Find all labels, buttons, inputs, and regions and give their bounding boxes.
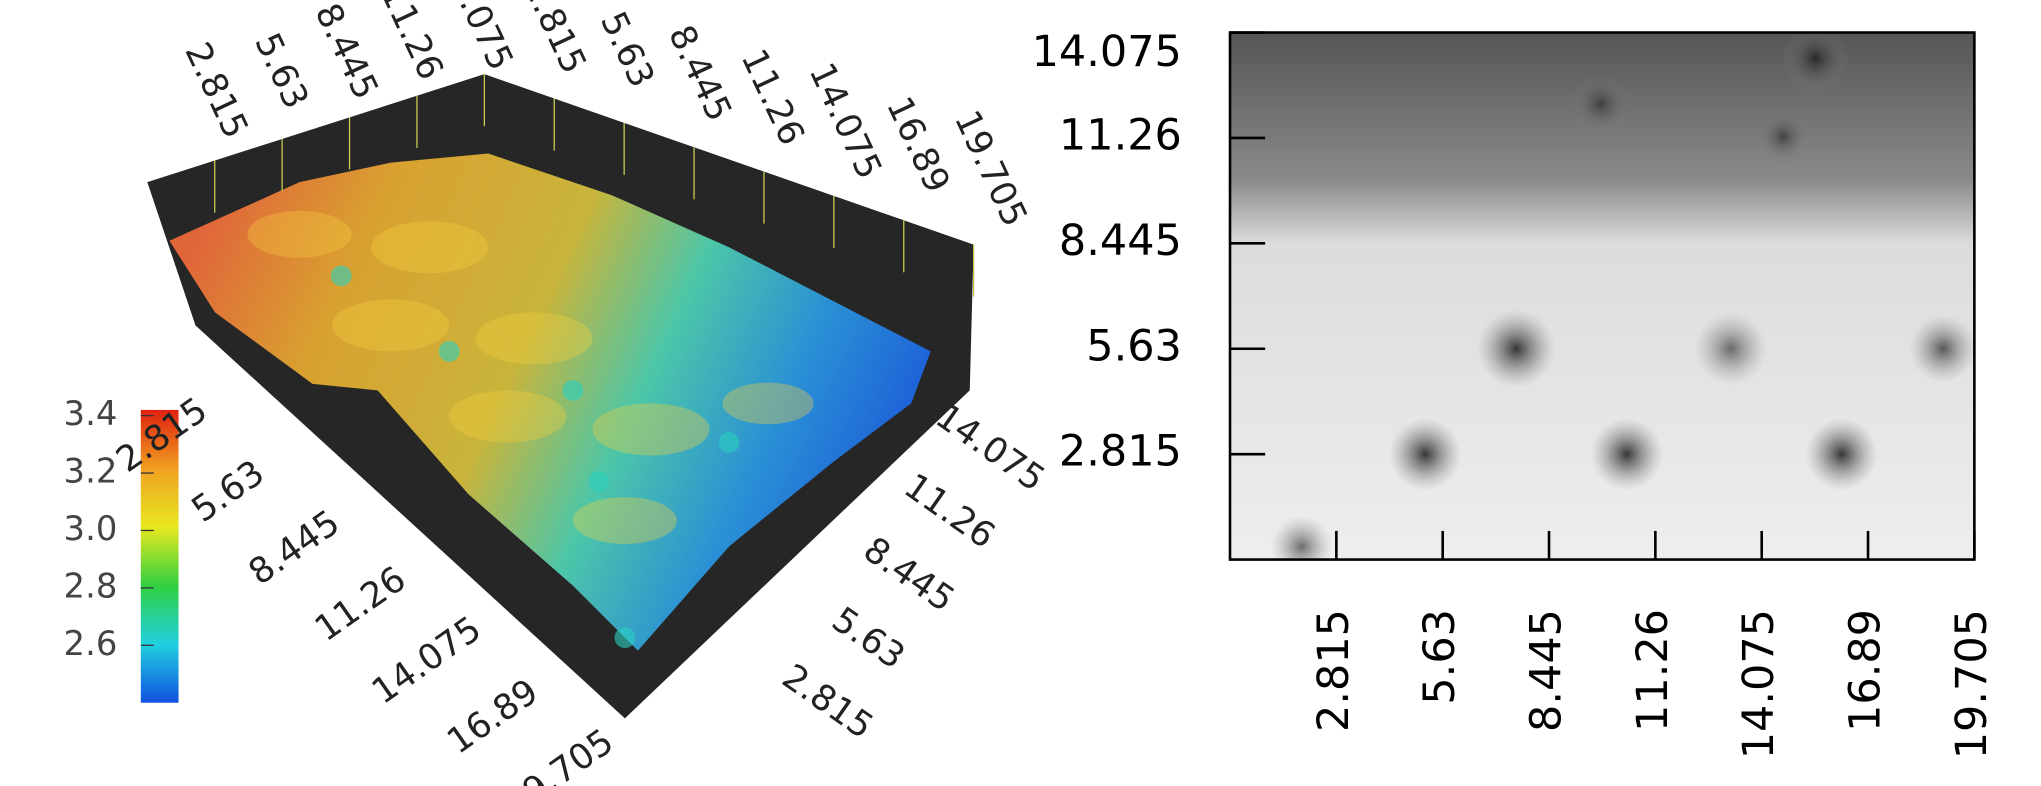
- x-tick-label: 16.89: [1841, 609, 1891, 732]
- y-tick-label: 8.445: [856, 529, 962, 620]
- y-tick-label: 2.815: [1059, 427, 1182, 477]
- y-tick-label: 5.63: [246, 27, 316, 115]
- y-tick-label: 11.26: [1059, 110, 1182, 160]
- x-tick-label: 5.63: [592, 5, 662, 93]
- x-tick-label: 14.075: [1734, 609, 1784, 759]
- x-tick-label: 8.445: [241, 502, 347, 593]
- colorbar-tick-label: 3.4: [64, 394, 118, 433]
- y-tick-label: 2.815: [177, 36, 257, 144]
- colorbar-tick-label: 2.8: [64, 566, 118, 605]
- body: {"chart_data": [ {"type": "surface3d", "…: [0, 0, 2041, 786]
- x-tick-label: 19.705: [497, 721, 621, 786]
- y-tick-label: 5.63: [1086, 321, 1182, 371]
- y-tick-label: 2.815: [775, 656, 881, 747]
- x-tick-label: 14.075: [801, 57, 890, 186]
- x-tick-label: 2.815: [1309, 609, 1359, 732]
- x-tick-label: 19.705: [1947, 609, 1997, 759]
- y-tick-label: 8.445: [1059, 216, 1182, 266]
- x-tick-label: 2.815: [515, 0, 595, 80]
- colorbar-tick-label: 2.6: [64, 624, 118, 663]
- x-tick-label: 11.26: [1628, 609, 1678, 732]
- figure: 2.8152.8155.635.638.4458.44511.2611.2614…: [0, 0, 2041, 786]
- x-tick-label: 5.63: [1415, 609, 1465, 705]
- x-tick-label: 16.89: [440, 671, 546, 762]
- x-tick-label: 11.26: [733, 43, 813, 151]
- y-tick-label: 8.445: [307, 0, 387, 106]
- colorbar-tick-label: 3.2: [64, 452, 118, 491]
- x-tick-label: 14.075: [365, 608, 489, 712]
- y-tick-label: 14.075: [1032, 27, 1182, 77]
- y-tick-label: 11.26: [897, 466, 1003, 557]
- y-tick-label: 11.26: [372, 0, 452, 86]
- x-tick-label: 5.63: [184, 452, 272, 530]
- y-tick-label: 5.63: [825, 599, 913, 677]
- page: Surface and heatmap html, body { margin:…: [0, 0, 2041, 786]
- heatmap-panel: [1230, 25, 1977, 578]
- x-tick-label: 8.445: [1522, 609, 1572, 732]
- x-tick-label: 11.26: [307, 558, 413, 649]
- x-tick-label: 8.445: [660, 19, 740, 127]
- colorbar-tick-label: 3.0: [64, 509, 118, 548]
- x-tick-label: 19.705: [946, 104, 1035, 233]
- surface-panel: 2.8152.8155.635.638.4458.44511.2611.2614…: [64, 0, 1053, 786]
- x-tick-label: 16.89: [878, 91, 958, 199]
